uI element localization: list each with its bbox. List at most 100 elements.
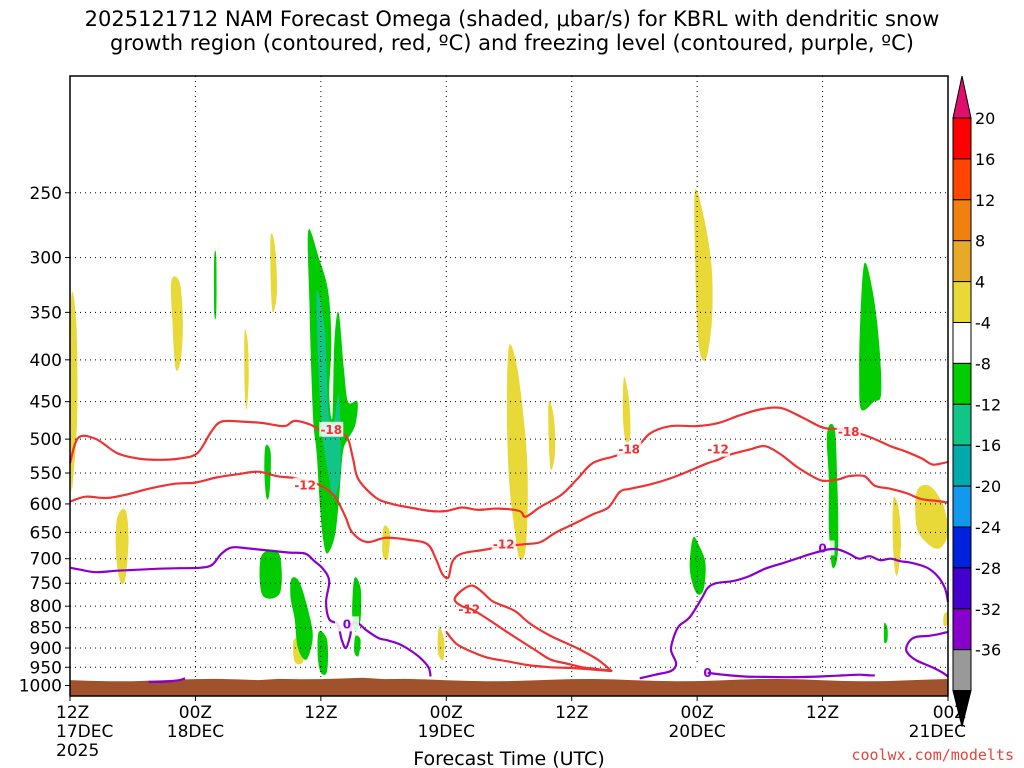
x-tick-label: 12Z: [806, 703, 839, 723]
x-tick-label: 2025: [56, 741, 99, 761]
colorbar-top-arrow: [952, 75, 972, 119]
colorbar-swatch: [952, 567, 972, 610]
colorbar-label: 12: [975, 191, 995, 210]
y-tick-label: 950: [30, 658, 62, 678]
colorbar-label: 16: [975, 150, 995, 169]
colorbar-swatch: [952, 362, 972, 405]
colorbar-swatch: [952, 608, 972, 651]
omega-area-5: [382, 525, 390, 561]
colorbar-label: -12: [975, 395, 1001, 414]
omega-area-9: [548, 400, 556, 471]
dgz-contour-label: -12: [707, 443, 729, 457]
x-tick-label: 17DEC: [56, 722, 113, 742]
freezing-contour-label: 0: [818, 541, 826, 555]
dgz-contour-label: -18: [838, 425, 860, 439]
y-tick-label: 350: [30, 303, 62, 323]
freezing-label-bg: [695, 664, 720, 680]
dgz-label-bg: [706, 441, 731, 457]
colorbar-label: 20: [975, 109, 995, 128]
freezing-contour-label: 0: [343, 617, 351, 631]
y-tick-label: 650: [30, 523, 62, 543]
omega-area-14: [943, 612, 949, 627]
omega-area-17: [259, 549, 282, 599]
colorbar: 20 16 12 8 4 -4 -8 -12 -16 -20 -24 -28 -32 -36: [952, 75, 1001, 727]
dgz-contour-0: [68, 406, 949, 518]
dgz-contour-label: -18: [618, 443, 640, 457]
omega-area-21: [354, 635, 361, 657]
colorbar-label: -36: [975, 641, 1001, 660]
colorbar-bottom-arrow: [952, 690, 972, 727]
freezing-contour-label: 0: [703, 666, 711, 680]
colorbar-swatch: [952, 322, 972, 364]
axes-layer: 2503003504004505005506006507007508008509…: [19, 75, 966, 768]
x-tick-label: 20DEC: [668, 722, 725, 742]
x-tick-label: 18DEC: [167, 722, 224, 742]
dgz-label-bg: [491, 536, 516, 552]
x-tick-label: 00Z: [430, 703, 463, 723]
x-tick-label: 21DEC: [909, 722, 966, 742]
colorbar-swatch: [952, 403, 972, 446]
omega-area-23: [316, 290, 341, 498]
x-tick-label: 19DEC: [418, 722, 475, 742]
omega-area-25: [859, 262, 882, 411]
omega-area-2: [115, 508, 129, 584]
colorbar-label: 8: [975, 232, 985, 251]
y-tick-label: 850: [30, 619, 62, 639]
omega-area-13: [915, 484, 949, 549]
colorbar-label: -24: [975, 518, 1001, 537]
y-tick-label: 450: [30, 393, 62, 413]
freezing-contour-1: [639, 547, 950, 680]
colorbar-label: 4: [975, 273, 985, 292]
dgz-label-bg: [617, 441, 642, 457]
omega-fill-layer: [70, 188, 949, 675]
colorbar-swatch: [952, 158, 972, 201]
y-tick-label: 750: [30, 574, 62, 594]
surface-layer: [70, 677, 948, 696]
colorbar-swatch: [952, 649, 972, 692]
y-tick-label: 900: [30, 639, 62, 659]
dgz-contour-1: [69, 444, 949, 580]
omega-area-15: [213, 250, 217, 320]
y-tick-label: 250: [30, 184, 62, 204]
y-tick-label: 550: [30, 464, 62, 484]
colorbar-label: -28: [975, 559, 1001, 578]
x-axis-label: Forecast Time (UTC): [413, 748, 604, 768]
colorbar-swatch: [952, 199, 972, 242]
colorbar-label: -4: [975, 314, 991, 333]
x-tick-label: 00Z: [179, 703, 212, 723]
freezing-contour-2: [707, 671, 875, 679]
x-tick-label: 12Z: [555, 703, 588, 723]
omega-area-1: [170, 276, 183, 371]
x-tick-label: 12Z: [56, 703, 89, 723]
source-credit: coolwx.com/modelts: [851, 746, 1014, 764]
omega-area-3: [270, 233, 278, 313]
y-tick-label: 800: [30, 597, 62, 617]
freezing-contour-0: [69, 546, 432, 677]
freezing-contour-4: [148, 677, 186, 684]
omega-area-7: [437, 627, 445, 661]
colorbar-swatch: [952, 485, 972, 528]
dgz-label-bg: [293, 477, 318, 493]
y-tick-label: 700: [30, 550, 62, 570]
omega-area-22: [307, 229, 358, 554]
y-tick-label: 600: [30, 495, 62, 515]
dgz-contour-label: -12: [493, 538, 515, 552]
colorbar-label: -32: [975, 600, 1001, 619]
colorbar-label: -8: [975, 354, 991, 373]
y-tick-label: 500: [30, 430, 62, 450]
omega-area-8: [506, 344, 528, 561]
dgz-contour-label: -12: [294, 479, 316, 493]
omega-area-18: [290, 577, 313, 660]
omega-area-12: [892, 497, 902, 576]
y-tick-label: 400: [30, 351, 62, 371]
omega-area-10: [622, 376, 631, 444]
freezing-label-bg: [334, 616, 359, 632]
dgz-label-bg: [836, 423, 861, 439]
omega-area-16: [264, 444, 271, 500]
omega-area-27: [883, 622, 888, 644]
colorbar-swatch: [952, 117, 972, 160]
colorbar-swatch: [952, 526, 972, 569]
colorbar-label: -20: [975, 477, 1001, 496]
